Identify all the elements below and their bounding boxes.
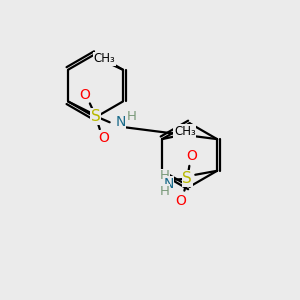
Text: CH₃: CH₃ — [174, 125, 196, 138]
Text: H: H — [160, 185, 170, 198]
Text: O: O — [186, 149, 197, 163]
Text: CH₃: CH₃ — [93, 52, 115, 65]
Text: N: N — [164, 177, 174, 191]
Text: O: O — [80, 88, 90, 101]
Text: N: N — [116, 115, 126, 129]
Text: O: O — [98, 131, 109, 145]
Text: S: S — [91, 109, 101, 124]
Text: S: S — [182, 171, 192, 186]
Text: O: O — [175, 194, 186, 208]
Text: H: H — [127, 110, 136, 123]
Text: H: H — [160, 169, 170, 182]
